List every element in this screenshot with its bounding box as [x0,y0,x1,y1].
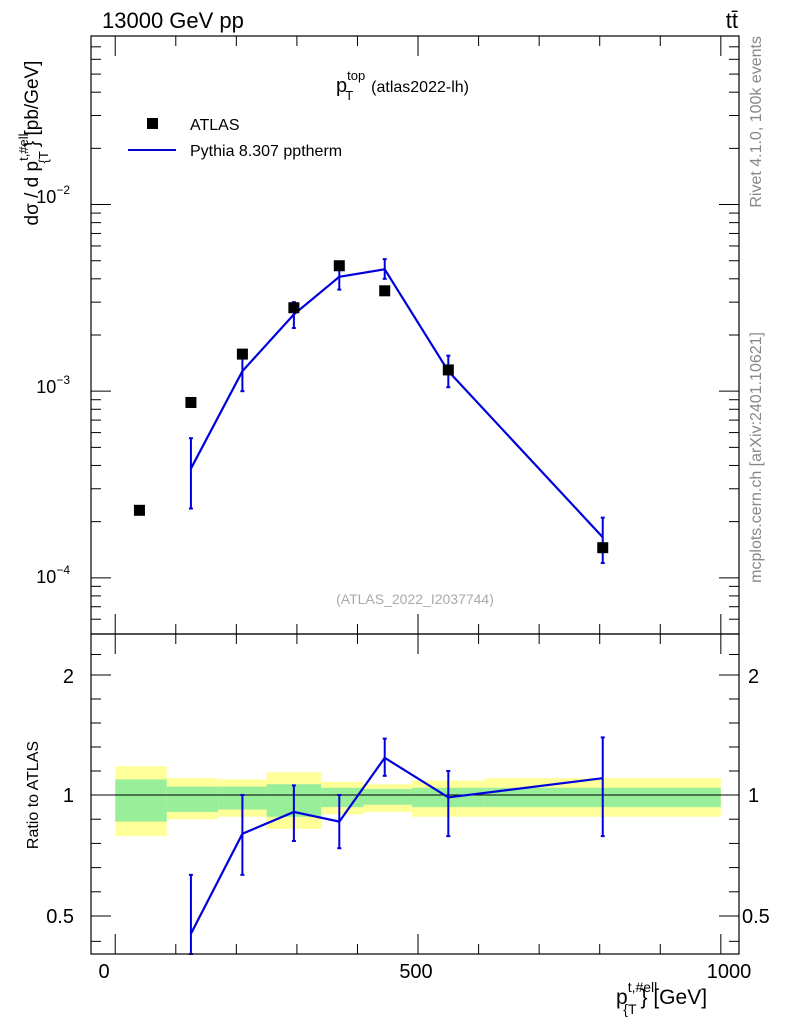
legend-atlas-label: ATLAS [190,117,240,134]
ratio-ytick-right-1: 1 [748,785,759,807]
ratio-ytick-right-2: 2 [748,666,759,688]
energy-label: 13000 GeV pp [102,8,244,33]
ratio-ytick-right-05: 0.5 [742,906,770,928]
atlas-data-point [442,364,454,376]
legend-atlas-marker [147,118,158,129]
main-title: ptop T (atlas2022-lh) [336,68,469,103]
ratio-axis-ticks [91,633,739,954]
ratio-panel: Ratio to ATLAS 2 1 0.5 2 1 0.5 0 500 100… [25,633,770,1017]
ratio-inner-band [115,779,167,822]
legend-pythia-label: Pythia 8.307 pptherm [190,143,342,160]
rivet-version-label: Rivet 4.1.0, 100k events [748,36,765,208]
atlas-data-point [185,396,197,408]
main-frame [90,35,740,635]
mcplots-source-label: mcplots.cern.ch [arXiv:2401.10621] [748,332,765,583]
ratio-frame [90,633,740,955]
pythia-curve [189,268,604,538]
main-panel: ptop T (atlas2022-lh) ATLAS Pythia 8.307 p… [16,35,740,635]
atlas-data-point [333,260,345,272]
xtick-label-500: 500 [399,961,432,983]
atlas-data-point [288,302,300,314]
analysis-watermark: (ATLAS_2022_I2037744) [336,591,494,607]
ratio-uncertainty-bands [115,766,721,837]
main-ytick-1e-2: 10−2 [36,183,70,207]
main-ytick-1e-4: 10−4 [36,563,70,587]
ratio-ytick-left-05: 0.5 [46,906,74,928]
main-axis-ticks [91,35,739,635]
main-ytick-1e-3: 10−3 [36,373,70,397]
xtick-label-0: 0 [98,961,109,983]
main-series-layer [133,258,609,565]
atlas-data-point [597,542,609,554]
x-axis-label: pt,#ell {T} [GeV] [616,979,707,1017]
atlas-data-point [133,504,145,516]
atlas-data-point [379,285,391,297]
ratio-series-layer [188,736,605,955]
ratio-ytick-left-1: 1 [63,785,74,807]
ratio-y-axis-label: Ratio to ATLAS [25,741,42,849]
ratio-ytick-left-2: 2 [63,666,74,688]
process-label: tt̄ [726,8,738,33]
atlas-data-point [236,348,248,360]
main-y-axis-label: dσ / d pt,#ell {T} [pb/GeV] [16,61,51,226]
ratio-inner-band [166,786,219,812]
ratio-inner-band [363,789,412,805]
xtick-label-1000: 1000 [707,961,752,983]
